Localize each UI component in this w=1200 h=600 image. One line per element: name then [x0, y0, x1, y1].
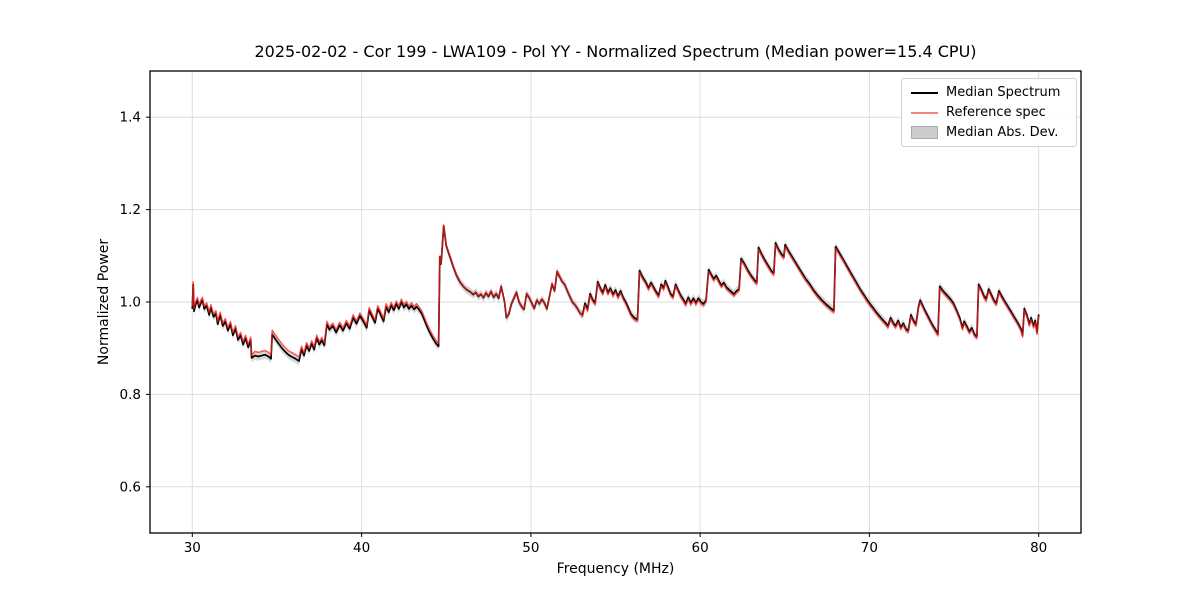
mad-band-swatch: [911, 126, 938, 139]
legend: Median Spectrum Reference spec Median Ab…: [901, 78, 1077, 147]
y-axis-label: Normalized Power: [96, 238, 112, 366]
median-line-swatch: [911, 91, 938, 94]
x-tick-label: 50: [522, 540, 539, 556]
x-tick-label: 30: [184, 540, 201, 556]
x-tick-label: 80: [1030, 540, 1047, 556]
y-tick-label: 0.6: [120, 479, 141, 495]
y-tick-label: 1.2: [120, 202, 141, 218]
legend-item-reference-spec: Reference spec: [911, 103, 1067, 122]
tick-labels: 30 40 50 60 70 80 0.6 0.8 1.0 1.2 1.4: [120, 110, 1048, 556]
axis-ticks: [146, 116, 1040, 537]
y-tick-label: 0.8: [120, 387, 141, 403]
legend-label: Median Spectrum: [946, 85, 1061, 100]
x-tick-label: 60: [692, 540, 709, 556]
legend-item-median-spectrum: Median Spectrum: [911, 83, 1067, 102]
x-tick-label: 40: [353, 540, 370, 556]
x-tick-label: 70: [861, 540, 878, 556]
chart-title: 2025-02-02 - Cor 199 - LWA109 - Pol YY -…: [254, 42, 977, 61]
legend-label: Reference spec: [946, 105, 1046, 120]
y-tick-label: 1.4: [120, 110, 141, 126]
reference-line-swatch: [911, 111, 938, 114]
legend-label: Median Abs. Dev.: [946, 125, 1059, 140]
median-spectrum-line: [191, 224, 1040, 362]
y-tick-label: 1.0: [120, 295, 141, 311]
x-axis-label: Frequency (MHz): [556, 561, 675, 577]
reference-spec-line: [191, 224, 1040, 358]
legend-item-median-abs-dev: Median Abs. Dev.: [911, 123, 1067, 142]
